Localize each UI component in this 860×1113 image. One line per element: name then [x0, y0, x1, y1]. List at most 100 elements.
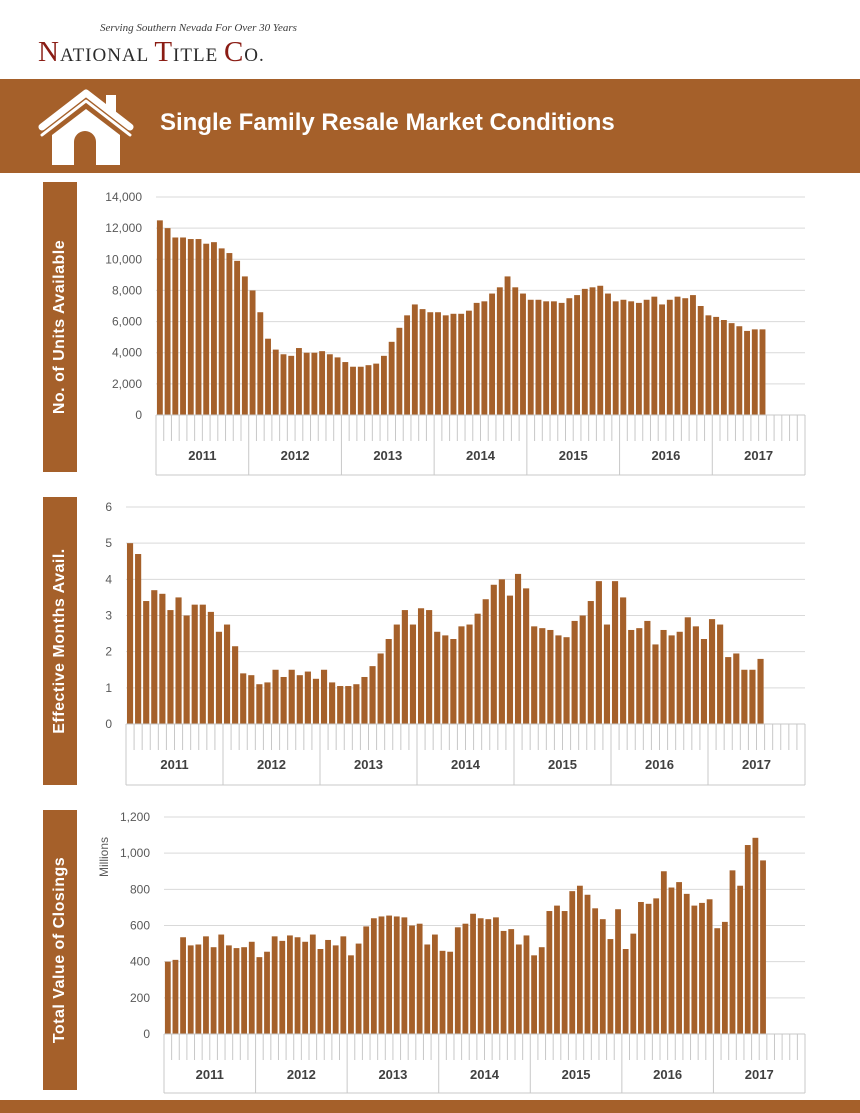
closings-value-chart: 0 200 400 600 800 1,000 1,200 Millions 2011 2012 2… — [97, 810, 806, 1094]
logo-letter: N — [38, 36, 60, 68]
bar — [589, 287, 596, 415]
year-label: 2016 — [651, 448, 680, 463]
year-label: 2011 — [188, 448, 216, 463]
bar — [555, 635, 562, 724]
bar — [442, 635, 449, 724]
bar — [409, 624, 417, 724]
bar — [340, 936, 347, 1034]
bar — [458, 313, 465, 415]
bar — [595, 581, 602, 724]
y-tick-label: 800 — [130, 882, 150, 896]
bar — [691, 905, 698, 1034]
bar — [668, 635, 675, 724]
year-label: 2014 — [470, 1067, 500, 1082]
bar — [757, 658, 764, 724]
bar — [550, 301, 557, 415]
bar — [725, 657, 732, 724]
bar — [393, 916, 400, 1034]
bar — [684, 617, 691, 724]
bar — [211, 242, 217, 415]
bar — [546, 911, 553, 1034]
y-tick-label: 2,000 — [112, 377, 142, 391]
bar — [622, 949, 629, 1034]
bar — [490, 584, 497, 724]
bar — [571, 620, 578, 724]
bar — [744, 330, 750, 415]
bar — [334, 357, 341, 415]
units-available-chart: 0 2,000 4,000 6,000 8,000 10,000 12,000 14,000 2… — [105, 190, 806, 476]
footer-bar — [0, 1100, 860, 1113]
title-banner: Single Family Resale Market Conditions — [0, 79, 860, 173]
bar — [248, 941, 255, 1034]
bar — [558, 302, 565, 415]
bar — [279, 940, 286, 1034]
bar — [697, 306, 704, 415]
bar — [265, 338, 271, 415]
bar — [435, 312, 441, 415]
bar — [363, 926, 370, 1034]
bar — [225, 945, 232, 1034]
year-label: 2014 — [451, 757, 481, 772]
y-tick-label: 1,200 — [120, 810, 150, 824]
bar — [294, 937, 301, 1034]
bar — [199, 604, 206, 724]
bar — [373, 363, 380, 415]
bar — [717, 624, 724, 724]
logo-tagline: Serving Southern Nevada For Over 30 Year… — [100, 22, 297, 34]
year-label: 2016 — [645, 757, 674, 772]
bar — [191, 604, 198, 724]
bar — [280, 676, 287, 724]
bar — [215, 631, 223, 724]
year-label: 2011 — [160, 757, 188, 772]
y-tick-label: 0 — [105, 717, 112, 731]
page-title: Single Family Resale Market Conditions — [160, 109, 615, 136]
y-tick-label: 0 — [135, 408, 142, 422]
bar — [752, 837, 759, 1034]
bar — [348, 955, 354, 1034]
bar — [563, 637, 570, 724]
house-icon — [38, 89, 134, 165]
bar — [240, 673, 247, 724]
year-label: 2015 — [562, 1067, 591, 1082]
bar — [751, 329, 758, 415]
bar — [180, 237, 186, 415]
bar — [353, 684, 360, 724]
bar — [167, 610, 174, 724]
bar — [690, 295, 696, 415]
bar — [195, 944, 202, 1034]
y-tick-label: 8,000 — [112, 283, 142, 297]
bar — [561, 911, 568, 1034]
y-tick-label: 10,000 — [105, 252, 142, 266]
bar — [172, 959, 179, 1034]
bar — [660, 629, 667, 724]
bar — [183, 615, 190, 724]
bar — [256, 684, 263, 724]
year-label: 2013 — [354, 757, 383, 772]
bar — [714, 928, 721, 1034]
year-label: 2013 — [373, 448, 402, 463]
bar — [462, 923, 469, 1034]
bar — [388, 341, 395, 415]
bar — [325, 939, 331, 1034]
bar — [615, 909, 621, 1034]
bar — [332, 945, 339, 1034]
y-tick-label: 0 — [143, 1027, 150, 1041]
bar — [645, 903, 652, 1034]
bar — [426, 610, 433, 724]
bar — [234, 260, 241, 415]
bar — [611, 581, 619, 724]
bar — [527, 299, 534, 415]
logo-letter: C — [223, 36, 245, 68]
bar — [576, 885, 583, 1034]
bar — [508, 929, 515, 1034]
y-tick-label: 200 — [130, 991, 150, 1005]
bar — [599, 919, 606, 1034]
y-tick-label: 5 — [105, 536, 112, 550]
bar — [759, 329, 766, 415]
bar — [378, 916, 385, 1034]
bar — [419, 309, 426, 415]
bar — [628, 301, 635, 415]
bar — [241, 276, 248, 415]
bar — [396, 327, 403, 415]
bar — [380, 355, 387, 415]
